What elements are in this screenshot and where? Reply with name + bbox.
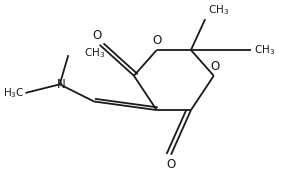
Text: CH$_3$: CH$_3$ xyxy=(208,4,229,17)
Text: O: O xyxy=(167,158,176,171)
Text: O: O xyxy=(152,34,161,47)
Text: O: O xyxy=(92,29,101,42)
Text: H$_3$C: H$_3$C xyxy=(2,86,24,100)
Text: O: O xyxy=(211,60,220,73)
Text: CH$_3$: CH$_3$ xyxy=(84,46,105,60)
Text: CH$_3$: CH$_3$ xyxy=(254,43,275,57)
Text: N: N xyxy=(57,78,66,91)
